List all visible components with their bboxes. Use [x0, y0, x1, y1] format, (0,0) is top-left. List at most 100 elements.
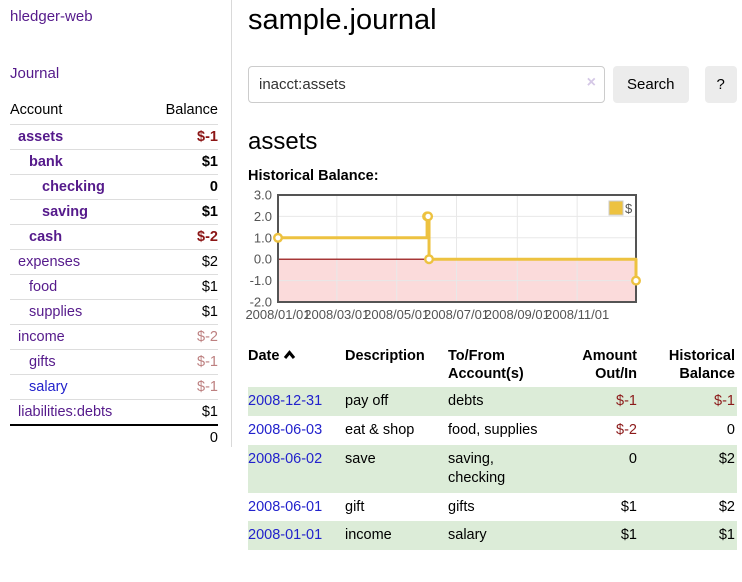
transactions-header-row: Date Description To/From Account(s) Amount … [248, 344, 737, 387]
account-balance: $-1 [147, 349, 218, 375]
accounts-header-account: Account [10, 102, 63, 118]
sidebar-account-link[interactable]: cash [29, 229, 63, 245]
sidebar-account-link[interactable]: saving [42, 204, 88, 220]
clear-search-icon[interactable]: × [586, 74, 596, 91]
accounts-table-body: assets $-1 bank $1 checking 0 saving $1 cash $-2 e… [10, 124, 218, 425]
transaction-row: 2008-01-01 income salary $1 $1 [248, 521, 737, 551]
sidebar-account-link[interactable]: food [29, 279, 58, 295]
transaction-balance: $-1 [714, 393, 735, 410]
transaction-description: eat & shop [345, 422, 415, 439]
search-bar: × Search ? [248, 66, 742, 103]
transaction-date-link[interactable]: 2008-12-31 [248, 393, 323, 410]
account-row: salary $-1 [10, 374, 218, 400]
transaction-accounts: gifts [448, 498, 475, 515]
sort-ascending-icon [284, 350, 296, 359]
accounts-header-balance: Balance [165, 102, 218, 118]
sidebar-account-link[interactable]: expenses [18, 254, 81, 270]
transactions-table: Date Description To/From Account(s) Amount … [248, 344, 737, 551]
transaction-accounts: salary [448, 527, 487, 544]
column-header-description: Description [345, 348, 425, 364]
column-header-historical-balance: Historical Balance [668, 348, 735, 383]
column-header-to-from-account-s-: To/From Account(s) [448, 348, 524, 383]
transaction-amount: 0 [628, 450, 637, 467]
transaction-date-link[interactable]: 2008-06-03 [248, 422, 323, 439]
account-balance: $-1 [147, 124, 218, 150]
transaction-balance: $2 [718, 450, 735, 467]
transaction-row: 2008-06-02 save saving, checking 0 $2 [248, 444, 737, 493]
historical-balance-chart: 3.0 2.0 1.0 0.0 -1.0 -2.02008/01/012008/03/01… [245, 189, 642, 322]
sidebar-item-journal[interactable]: Journal [10, 65, 60, 82]
account-row: supplies $1 [10, 299, 218, 325]
transaction-accounts: food, supplies [448, 422, 538, 439]
account-heading: assets [248, 128, 318, 155]
svg-text:-1.0: -1.0 [250, 273, 272, 288]
accounts-total-row: 0 [10, 424, 218, 450]
transaction-date-link[interactable]: 2008-06-02 [248, 450, 323, 467]
svg-text:-2.0: -2.0 [250, 295, 272, 310]
svg-text:2008/03/01: 2008/03/01 [304, 307, 369, 322]
svg-text:2008/01/01: 2008/01/01 [245, 307, 310, 322]
accounts-table: Account Balance assets $-1 bank $1 checking 0… [10, 98, 218, 450]
account-row: income $-2 [10, 324, 218, 350]
account-balance: $-2 [147, 324, 218, 350]
svg-text:1.0: 1.0 [254, 230, 272, 245]
transaction-row: 2008-06-03 eat & shop food, supplies $-2 0 [248, 416, 737, 445]
transaction-balance: 0 [726, 422, 735, 439]
column-header-date[interactable]: Date [248, 344, 345, 387]
account-balance: 0 [147, 174, 218, 200]
brand-link[interactable]: hledger-web [10, 8, 93, 25]
sidebar-account-link[interactable]: gifts [29, 354, 56, 370]
transaction-accounts: saving, checking [448, 450, 506, 486]
svg-text:2008/11/01: 2008/11/01 [545, 307, 609, 322]
transaction-amount: $1 [620, 498, 637, 515]
svg-text:2.0: 2.0 [254, 209, 272, 224]
search-button[interactable]: Search [613, 66, 689, 103]
transaction-description: pay off [345, 393, 389, 410]
account-row: checking 0 [10, 174, 218, 200]
transaction-date-link[interactable]: 2008-01-01 [248, 527, 323, 544]
transaction-amount: $-1 [616, 393, 637, 410]
sidebar-account-link[interactable]: supplies [29, 304, 83, 320]
transaction-balance: $1 [718, 527, 735, 544]
account-row: gifts $-1 [10, 349, 218, 375]
transactions-table-body: 2008-12-31 pay off debts $-1 $-1 2008-06-03 ea… [248, 387, 737, 551]
sidebar-account-link[interactable]: salary [29, 379, 68, 395]
account-balance: $-1 [147, 374, 218, 400]
account-row: expenses $2 [10, 249, 218, 275]
svg-text:2008/05/01: 2008/05/01 [364, 307, 429, 322]
transaction-accounts: debts [448, 393, 484, 410]
svg-text:2008/07/01: 2008/07/01 [424, 307, 489, 322]
sidebar: hledger-web Journal Account Balance asse… [0, 0, 232, 450]
sidebar-account-link[interactable]: checking [42, 179, 105, 195]
account-balance: $-2 [147, 224, 218, 250]
help-button[interactable]: ? [704, 66, 737, 103]
transaction-row: 2008-12-31 pay off debts $-1 $-1 [248, 387, 737, 417]
svg-text:2008/09/01: 2008/09/01 [485, 307, 550, 322]
transaction-date-link[interactable]: 2008-06-01 [248, 498, 323, 515]
account-balance: $2 [147, 249, 218, 275]
transaction-balance: $2 [718, 498, 735, 515]
account-row: cash $-2 [10, 224, 218, 250]
account-balance: $1 [147, 199, 218, 225]
transaction-amount: $1 [620, 527, 637, 544]
accounts-total-value: 0 [147, 424, 218, 450]
svg-text:3.0: 3.0 [254, 189, 272, 203]
account-row: food $1 [10, 274, 218, 300]
page-title: sample.journal [248, 4, 437, 36]
account-row: saving $1 [10, 199, 218, 225]
account-balance: $1 [147, 299, 218, 325]
sidebar-account-link[interactable]: assets [18, 129, 64, 145]
account-row: bank $1 [10, 149, 218, 175]
sidebar-account-link[interactable]: bank [29, 154, 63, 170]
search-input[interactable] [248, 66, 605, 103]
chart-title: Historical Balance: [248, 168, 379, 184]
sidebar-account-link[interactable]: income [18, 329, 65, 345]
column-header-amount-out-in: Amount Out/In [582, 348, 637, 383]
svg-text:0.0: 0.0 [254, 252, 272, 267]
sidebar-account-link[interactable]: liabilities:debts [18, 404, 113, 420]
account-balance: $1 [147, 149, 218, 175]
transaction-description: save [345, 450, 376, 467]
account-balance: $1 [147, 399, 218, 425]
transaction-row: 2008-06-01 gift gifts $1 $2 [248, 493, 737, 522]
